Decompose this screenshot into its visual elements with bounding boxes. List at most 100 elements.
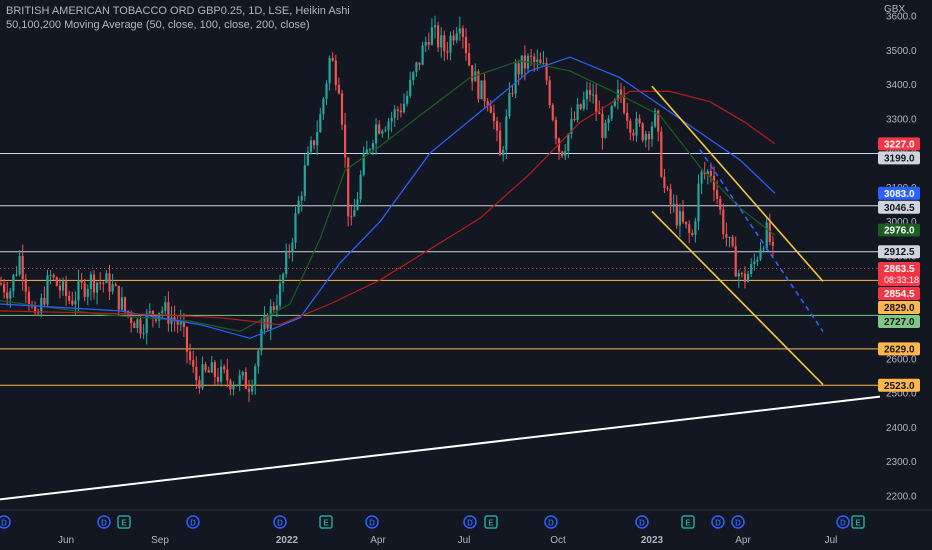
candle-88	[272, 301, 275, 314]
candle-215	[666, 185, 669, 191]
earnings-marker-5[interactable]: E	[319, 515, 333, 529]
dividend-marker-14[interactable]: D	[836, 515, 850, 529]
candle-body	[647, 133, 650, 140]
event-marker-letter: D	[715, 519, 721, 528]
candle-body	[771, 241, 774, 246]
price-label-2727-0: 2727.0	[878, 315, 920, 329]
candle-body	[350, 216, 353, 218]
candle-16	[49, 269, 52, 285]
candle-126	[390, 111, 393, 133]
candle-body	[545, 62, 548, 81]
candle-body	[359, 174, 362, 200]
candle-body	[663, 176, 666, 188]
candle-140	[433, 15, 437, 39]
candle-111	[344, 113, 347, 168]
earnings-marker-15[interactable]: E	[851, 515, 865, 529]
candle-body	[452, 35, 455, 41]
dividend-marker-3[interactable]: D	[186, 515, 200, 529]
candle-180	[557, 137, 561, 160]
candle-body	[24, 279, 27, 292]
candle-body	[619, 89, 623, 95]
candle-body	[381, 130, 384, 134]
price-label-3046-5: 3046.5	[878, 200, 920, 214]
dividend-icon	[836, 515, 850, 529]
candle-body	[486, 101, 489, 106]
candle-144	[446, 41, 449, 60]
candle-body	[483, 80, 486, 102]
candle-5	[15, 266, 18, 277]
dividend-marker-6[interactable]: D	[365, 515, 379, 529]
event-marker-letter: E	[121, 519, 127, 528]
candle-112	[347, 157, 350, 227]
candle-body	[102, 282, 105, 284]
price-label-box	[878, 151, 920, 165]
candle-body	[220, 366, 223, 382]
dividend-marker-0[interactable]: D	[0, 515, 11, 529]
dividend-marker-7[interactable]: D	[463, 515, 477, 529]
candle-body	[378, 124, 381, 134]
candle-103	[319, 107, 322, 133]
candle-body	[700, 171, 703, 184]
candle-body	[536, 59, 539, 62]
dividend-marker-13[interactable]: D	[731, 515, 745, 529]
candle-body	[37, 312, 40, 314]
dividend-marker-4[interactable]: D	[273, 515, 287, 529]
candle-body	[282, 274, 285, 284]
candle-body	[294, 213, 297, 243]
event-marker-letter: D	[639, 519, 645, 528]
candle-body	[21, 255, 24, 280]
candle-body	[598, 112, 601, 115]
price-label-text: 2727.0	[884, 317, 915, 328]
candle-body	[58, 285, 61, 291]
dividend-marker-1[interactable]: D	[97, 515, 111, 529]
earnings-marker-8[interactable]: E	[484, 515, 498, 529]
dividend-icon	[463, 515, 477, 529]
candle-body	[12, 274, 15, 292]
candle-body	[195, 366, 198, 381]
candle-21	[65, 275, 68, 307]
candle-body	[74, 300, 77, 305]
price-label-box	[878, 301, 920, 315]
candle-179	[554, 116, 557, 145]
candle-body	[89, 274, 92, 290]
candle-body	[313, 140, 316, 146]
countdown-label: 08:33:18	[884, 275, 919, 285]
candle-body	[623, 94, 626, 113]
candle-body	[542, 62, 545, 64]
candle-body	[650, 126, 654, 140]
candle-body	[216, 376, 220, 382]
candle-216	[669, 183, 672, 214]
candle-body	[678, 211, 681, 226]
candle-body	[573, 118, 576, 120]
moving-average-3	[0, 90, 776, 326]
candle-body	[316, 132, 319, 146]
candle-52	[161, 306, 164, 320]
candle-body	[737, 273, 740, 277]
candle-25	[77, 269, 80, 311]
dividend-marker-10[interactable]: D	[635, 515, 649, 529]
candle-218	[675, 195, 678, 229]
channel-line-2	[699, 149, 824, 332]
candle-body	[123, 297, 127, 312]
candle-body	[80, 280, 83, 283]
earnings-marker-2[interactable]: E	[117, 515, 131, 529]
candle-84	[260, 317, 263, 356]
candle-177	[548, 76, 551, 109]
earnings-marker-11[interactable]: E	[681, 515, 695, 529]
dividend-marker-12[interactable]: D	[711, 515, 725, 529]
candle-223	[691, 229, 694, 237]
candle-body	[626, 112, 629, 121]
candle-body	[681, 211, 685, 222]
price-label-text: 3083.0	[884, 189, 915, 200]
candle-29	[89, 271, 92, 301]
candle-131	[406, 90, 409, 107]
candle-body	[582, 99, 585, 109]
dividend-marker-9[interactable]: D	[544, 515, 558, 529]
candle-221	[685, 221, 688, 229]
candle-body	[176, 320, 179, 325]
candle-body	[629, 120, 632, 133]
candle-208	[644, 130, 647, 148]
candle-body	[688, 224, 691, 233]
candle-body	[765, 222, 768, 249]
